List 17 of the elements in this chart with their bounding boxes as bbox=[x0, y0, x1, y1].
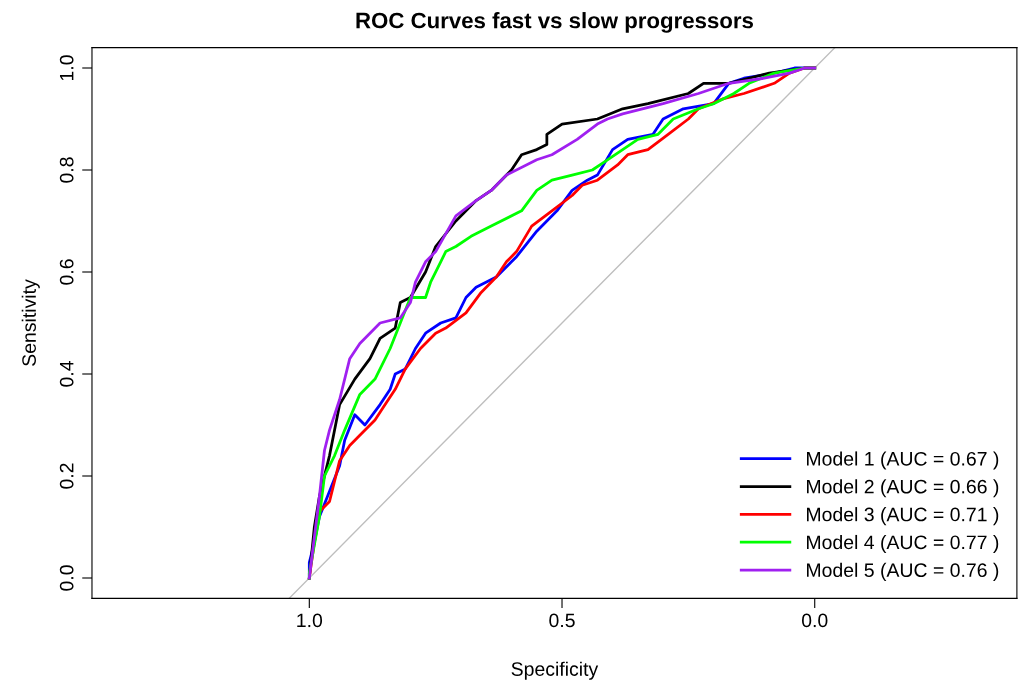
legend-label: Model 1 (AUC = 0.67 ) bbox=[807, 451, 999, 470]
y-tick-label: 0.4 bbox=[59, 361, 74, 387]
legend-label: Model 2 (AUC = 0.66 ) bbox=[807, 479, 999, 498]
y-tick-label: 0.0 bbox=[59, 565, 74, 591]
y-axis-title: Sensitivity bbox=[21, 279, 40, 366]
x-tick-label: 0.5 bbox=[549, 613, 575, 628]
legend-label: Model 3 (AUC = 0.71 ) bbox=[807, 507, 999, 526]
x-tick-label: 1.0 bbox=[297, 613, 323, 628]
y-tick-label: 0.6 bbox=[59, 259, 74, 285]
chart-title: ROC Curves fast vs slow progressors bbox=[356, 12, 753, 33]
y-tick-label: 0.8 bbox=[59, 157, 74, 183]
x-tick-label: 0.0 bbox=[801, 613, 828, 628]
y-tick-label: 1.0 bbox=[59, 55, 74, 81]
y-tick-label: 0.2 bbox=[59, 463, 74, 489]
x-axis-title: Specificity bbox=[511, 661, 599, 680]
legend-label: Model 5 (AUC = 0.76 ) bbox=[807, 562, 999, 581]
legend-label: Model 4 (AUC = 0.77 ) bbox=[807, 534, 999, 554]
